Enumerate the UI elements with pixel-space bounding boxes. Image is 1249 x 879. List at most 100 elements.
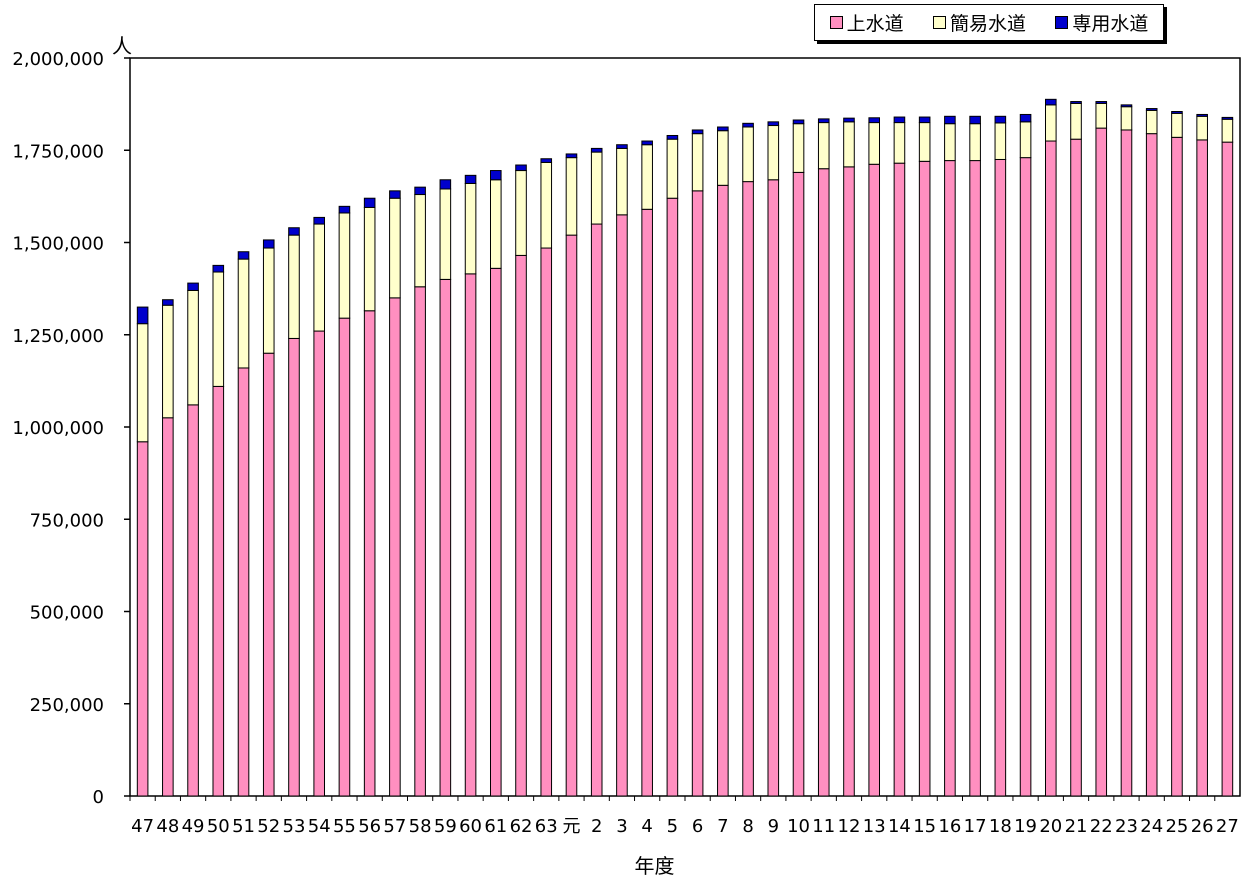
bar-josuido bbox=[1120, 129, 1133, 797]
bar-josuido bbox=[540, 247, 553, 797]
x-tick-label: 元 bbox=[562, 816, 580, 837]
bar-kanisuido bbox=[313, 223, 326, 332]
bar-josuido bbox=[162, 417, 174, 797]
bar-josuido bbox=[817, 168, 830, 797]
x-tick-label: 21 bbox=[1065, 816, 1088, 837]
bar-kanisuido bbox=[1221, 118, 1234, 143]
bar-josuido bbox=[742, 181, 754, 797]
bar-josuido bbox=[1095, 127, 1108, 797]
bar-senyosuido bbox=[994, 115, 1007, 124]
bar-senyosuido bbox=[1221, 116, 1234, 120]
legend-swatch-senyosuido bbox=[1055, 16, 1069, 29]
bar-josuido bbox=[691, 190, 704, 797]
bar-kanisuido bbox=[363, 206, 376, 312]
y-tick-label: 2,000,000 bbox=[12, 49, 104, 70]
bar-kanisuido bbox=[666, 138, 679, 199]
bar-kanisuido bbox=[1044, 104, 1057, 142]
x-tick-label: 18 bbox=[989, 816, 1012, 837]
bar-josuido bbox=[1070, 138, 1082, 797]
bar-josuido bbox=[767, 179, 780, 797]
bar-kanisuido bbox=[868, 122, 881, 165]
bar-senyosuido bbox=[1044, 98, 1057, 106]
bar-senyosuido bbox=[262, 239, 275, 249]
x-tick-label: 52 bbox=[257, 816, 280, 837]
bar-kanisuido bbox=[767, 125, 780, 181]
x-tick-label: 4 bbox=[641, 816, 652, 837]
x-tick-label: 56 bbox=[358, 816, 381, 837]
x-tick-label: 55 bbox=[333, 816, 356, 837]
legend-label-josuido: 上水道 bbox=[846, 13, 904, 35]
bar-kanisuido bbox=[1095, 102, 1108, 129]
x-tick-label: 23 bbox=[1115, 816, 1138, 837]
bar-kanisuido bbox=[515, 170, 527, 256]
bar-senyosuido bbox=[817, 118, 830, 124]
bar-kanisuido bbox=[414, 194, 426, 288]
bar-josuido bbox=[212, 385, 225, 797]
y-tick-label: 1,500,000 bbox=[12, 234, 104, 255]
x-tick-label: 17 bbox=[964, 816, 987, 837]
bar-josuido bbox=[464, 273, 477, 797]
bar-kanisuido bbox=[565, 157, 578, 236]
bar-josuido bbox=[994, 158, 1007, 797]
bar-kanisuido bbox=[136, 323, 149, 443]
x-tick-label: 58 bbox=[409, 816, 432, 837]
bar-senyosuido bbox=[918, 116, 931, 124]
bar-senyosuido bbox=[1196, 113, 1208, 117]
bar-senyosuido bbox=[767, 121, 780, 127]
bar-josuido bbox=[288, 337, 300, 797]
bar-josuido bbox=[893, 162, 906, 797]
legend-swatch-josuido bbox=[829, 16, 843, 29]
bar-josuido bbox=[590, 223, 603, 797]
bar-kanisuido bbox=[162, 304, 174, 419]
bar-josuido bbox=[187, 404, 199, 797]
bar-josuido bbox=[565, 234, 578, 797]
legend-label-kanisuido: 簡易水道 bbox=[949, 13, 1026, 35]
y-tick-label: 1,000,000 bbox=[12, 418, 104, 439]
bar-senyosuido bbox=[944, 115, 956, 125]
bar-josuido bbox=[616, 214, 628, 797]
legend-item-josuido: 上水道 bbox=[829, 9, 904, 36]
x-tick-label: 27 bbox=[1216, 816, 1239, 837]
x-tick-label: 2 bbox=[591, 816, 602, 837]
bar-kanisuido bbox=[1171, 112, 1183, 138]
bar-senyosuido bbox=[691, 129, 704, 135]
bar-josuido bbox=[313, 330, 326, 797]
bar-josuido bbox=[389, 297, 401, 797]
bar-senyosuido bbox=[893, 116, 906, 124]
bar-josuido bbox=[1196, 139, 1208, 797]
bar-senyosuido bbox=[717, 126, 729, 132]
bar-kanisuido bbox=[439, 188, 452, 280]
bar-senyosuido bbox=[1120, 104, 1133, 108]
bar-kanisuido bbox=[489, 179, 502, 269]
bar-kanisuido bbox=[262, 247, 275, 354]
bar-kanisuido bbox=[843, 121, 855, 168]
bar-senyosuido bbox=[792, 119, 805, 125]
bar-senyosuido bbox=[616, 144, 628, 149]
x-tick-label: 11 bbox=[812, 816, 835, 837]
bar-senyosuido bbox=[136, 306, 149, 325]
bar-senyosuido bbox=[439, 179, 452, 190]
bar-senyosuido bbox=[540, 158, 553, 163]
bar-senyosuido bbox=[212, 264, 225, 273]
y-tick-label: 0 bbox=[93, 787, 104, 808]
bar-senyosuido bbox=[288, 227, 300, 236]
bar-senyosuido bbox=[590, 147, 603, 153]
bar-senyosuido bbox=[1070, 101, 1082, 104]
bar-josuido bbox=[515, 254, 527, 797]
x-tick-label: 53 bbox=[283, 816, 306, 837]
x-tick-label: 13 bbox=[863, 816, 886, 837]
bar-kanisuido bbox=[792, 123, 805, 173]
bar-kanisuido bbox=[187, 289, 199, 406]
legend: 上水道 簡易水道 専用水道 bbox=[814, 4, 1164, 41]
bar-kanisuido bbox=[616, 147, 628, 216]
bar-kanisuido bbox=[1070, 102, 1082, 140]
bar-kanisuido bbox=[1120, 106, 1133, 131]
x-tick-label: 50 bbox=[207, 816, 230, 837]
bar-kanisuido bbox=[742, 126, 754, 183]
bar-senyosuido bbox=[641, 140, 653, 146]
legend-label-senyosuido: 専用水道 bbox=[1072, 13, 1149, 35]
bar-josuido bbox=[1019, 157, 1032, 797]
y-tick-label: 750,000 bbox=[30, 510, 104, 531]
bar-kanisuido bbox=[717, 130, 729, 186]
bar-senyosuido bbox=[363, 197, 376, 208]
